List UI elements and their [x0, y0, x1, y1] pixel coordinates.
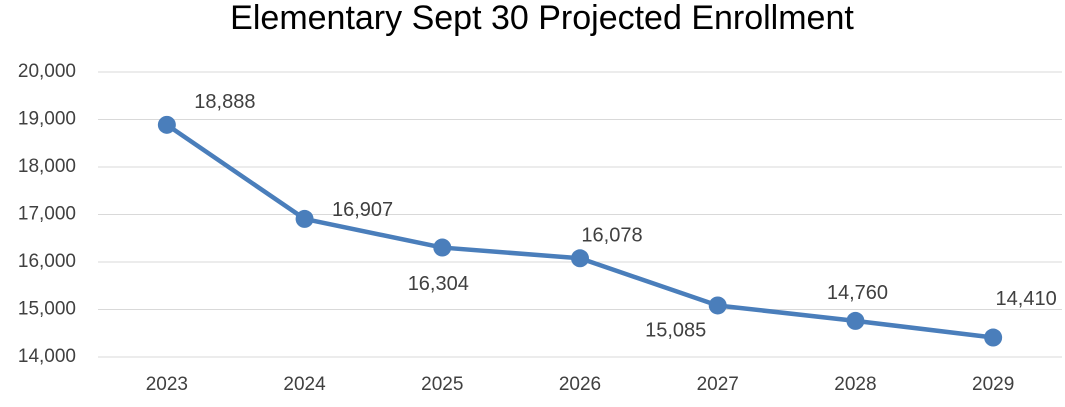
- value-label: 15,085: [645, 320, 706, 342]
- x-tick-label: 2028: [834, 374, 876, 395]
- point: [708, 296, 727, 315]
- value-label: 18,888: [194, 91, 255, 113]
- point: [571, 249, 589, 268]
- y-tick-label: 14,000: [18, 346, 76, 367]
- x-tick-label: 2027: [697, 374, 739, 395]
- point: [846, 311, 865, 330]
- value-label: 14,760: [827, 282, 888, 304]
- x-tick-label: 2025: [421, 374, 463, 395]
- x-tick-label: 2023: [146, 374, 188, 395]
- chart-title: Elementary Sept 30 Projected Enrollment: [230, 0, 854, 37]
- y-tick-label: 20,000: [18, 61, 76, 82]
- point: [433, 238, 452, 257]
- line: [165, 122, 994, 340]
- point: [157, 115, 176, 134]
- value-label: 16,078: [581, 225, 642, 247]
- y-tick-label: 18,000: [18, 156, 76, 177]
- value-label: 14,410: [996, 288, 1057, 310]
- point: [984, 328, 1003, 347]
- value-label: 16,304: [408, 273, 469, 295]
- x-tick-label: 2024: [283, 374, 326, 395]
- x-tick-label: 2029: [972, 374, 1014, 395]
- x-tick-label: 2026: [559, 374, 601, 395]
- point: [295, 209, 314, 228]
- value-label: 16,907: [332, 199, 393, 221]
- y-tick-label: 16,000: [18, 251, 76, 272]
- y-tick-label: 19,000: [18, 109, 76, 130]
- y-tick-label: 17,000: [18, 204, 76, 225]
- y-tick-label: 15,000: [18, 299, 76, 320]
